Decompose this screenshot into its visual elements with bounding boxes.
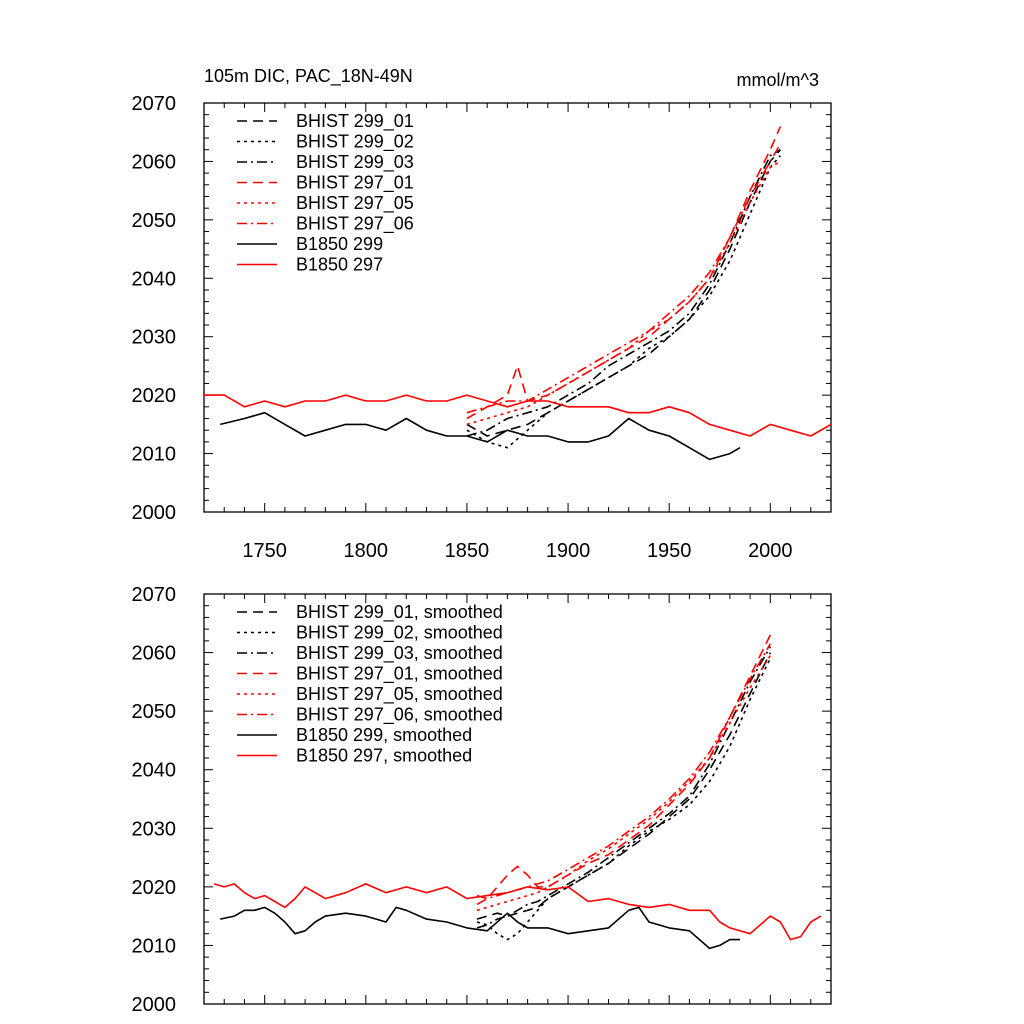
top-series-line-1 <box>466 149 782 437</box>
bottom-y-tick-label: 2040 <box>132 760 177 782</box>
bottom-y-tick-label: 2010 <box>132 935 177 957</box>
bottom-y-tick-label: 2000 <box>132 994 177 1016</box>
top-legend-label: BHIST 299_01 <box>296 111 414 132</box>
top-legend-label: BHIST 297_05 <box>296 193 414 214</box>
top-chart-title: 105m DIC, PAC_18N-49N <box>204 66 413 87</box>
top-y-tick-label: 2000 <box>132 502 177 524</box>
bottom-series-line-2 <box>476 658 772 941</box>
top-plot-frame <box>203 102 832 513</box>
top-y-axis: 2000 2010 2020 2030 2040 2050 2060 2070 <box>132 93 831 524</box>
top-y-tick-label: 2030 <box>132 327 177 349</box>
bottom-plot-frame <box>203 593 832 1005</box>
bottom-y-tick-label: 2070 <box>132 584 177 606</box>
top-series-line-2 <box>466 155 782 449</box>
top-x-tick-label: 1950 <box>647 540 692 562</box>
top-x-tick-label: 2000 <box>748 540 793 562</box>
top-legend-label: BHIST 299_03 <box>296 152 414 173</box>
top-legend-label: B1850 299 <box>296 234 383 254</box>
bottom-y-tick-label: 2020 <box>132 877 177 899</box>
top-series-line-7 <box>220 411 741 461</box>
top-y-tick-label: 2040 <box>132 268 177 290</box>
bottom-series-line-5 <box>476 655 771 912</box>
bottom-x-axis <box>223 594 832 1004</box>
bottom-legend-label: BHIST 299_01, smoothed <box>296 602 503 623</box>
bottom-legend-label: BHIST 297_06, smoothed <box>296 705 503 726</box>
bottom-legend-label: B1850 297, smoothed <box>296 746 472 766</box>
top-x-tick-label: 1800 <box>344 540 389 562</box>
top-y-tick-label: 2020 <box>132 385 177 407</box>
top-x-tick-label: 1900 <box>546 540 591 562</box>
top-series-line-6 <box>466 143 782 414</box>
bottom-chart-panel: 2000 2010 2020 2030 2040 2050 2060 2070 BHIST 29… <box>132 584 832 1016</box>
top-chart-panel: 105m DIC, PAC_18N-49N mmol/m^3 200020102… <box>132 66 832 562</box>
top-series-line-4 <box>466 126 782 420</box>
bottom-y-tick-label: 2060 <box>132 643 177 665</box>
bottom-series-line-7 <box>220 906 740 950</box>
bottom-series-line-8 <box>213 883 822 941</box>
bottom-y-tick-label: 2030 <box>132 818 177 840</box>
top-x-tick-label: 1750 <box>242 540 287 562</box>
bottom-series-line-3 <box>476 646 771 929</box>
top-y-tick-label: 2010 <box>132 444 177 466</box>
top-series-line-5 <box>466 160 781 426</box>
bottom-y-axis: 2000 2010 2020 2030 2040 2050 2060 2070 <box>132 584 831 1016</box>
top-x-tick-label: 1850 <box>445 540 490 562</box>
bottom-legend-label: BHIST 297_05, smoothed <box>296 684 503 705</box>
bottom-legend-label: BHIST 299_03, smoothed <box>296 643 503 664</box>
top-legend-label: B1850 297 <box>296 255 383 275</box>
top-y-tick-label: 2050 <box>132 210 177 232</box>
bottom-legend-label: BHIST 297_01, smoothed <box>296 664 503 685</box>
top-legend-label: BHIST 299_02 <box>296 132 414 153</box>
bottom-series-line-6 <box>476 643 771 900</box>
bottom-y-tick-label: 2050 <box>132 701 177 723</box>
top-legend-label: BHIST 297_01 <box>296 173 414 194</box>
top-y-tick-label: 2070 <box>132 93 177 115</box>
top-series-line-3 <box>466 149 781 437</box>
bottom-legend-label: B1850 299, smoothed <box>296 725 472 745</box>
top-x-axis: 1750 1800 1850 1900 1950 2000 <box>223 103 832 562</box>
top-series-line-8 <box>204 394 832 437</box>
top-legend-label: BHIST 297_06 <box>296 214 414 235</box>
top-y-tick-label: 2060 <box>132 151 177 173</box>
top-chart-units: mmol/m^3 <box>737 70 819 90</box>
bottom-legend-label: BHIST 299_02, smoothed <box>296 623 503 644</box>
bottom-series-line-1 <box>476 652 772 920</box>
bottom-series-line-4 <box>476 634 772 906</box>
